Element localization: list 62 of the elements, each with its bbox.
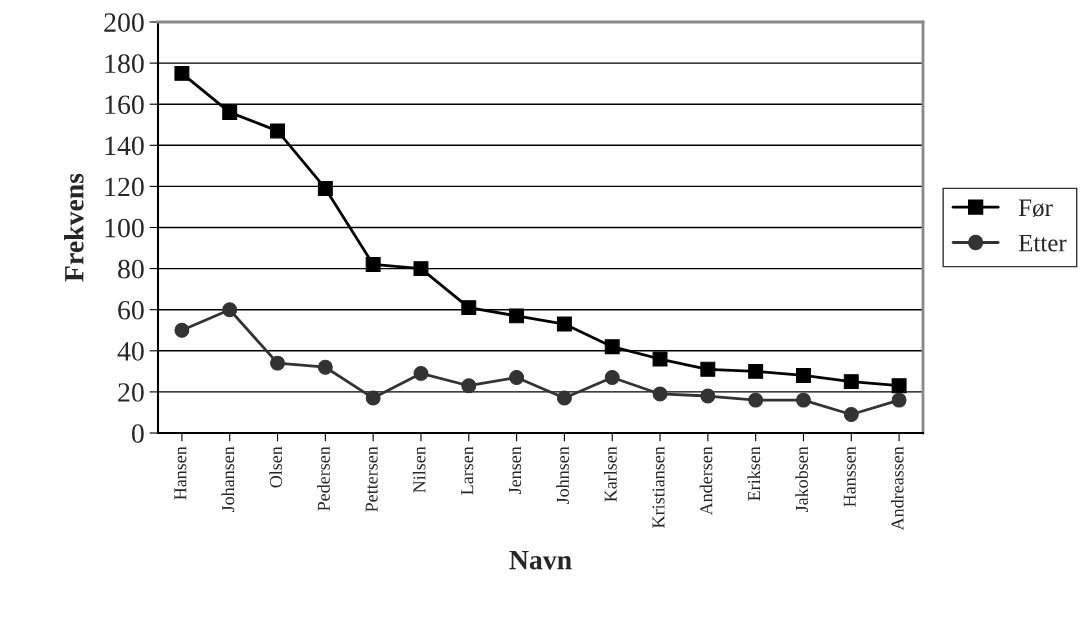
y-axis-title: Frekvens [64,173,84,282]
point [604,339,620,355]
point [365,390,381,406]
y-tick-label: 140 [105,136,144,156]
point [843,374,859,390]
y-tick-label: 100 [105,218,144,238]
point [461,300,477,316]
y-tick-label: 180 [105,54,144,74]
x-tick-label: Hanssen [843,446,856,507]
point [843,407,859,422]
x-tick-label: Nilsen [412,446,426,493]
point [604,370,620,385]
point [317,359,333,375]
point [556,390,572,406]
point [461,378,477,394]
x-tick-label: Andersen [699,446,713,516]
x-tick-label: Jakobsen [795,446,808,513]
y-tick-label: 120 [105,177,144,197]
x-tick-label: Jensen [509,446,522,494]
point [748,392,764,408]
y-tick-label: 0 [131,424,144,443]
point [748,363,764,379]
y-tick-label: 80 [118,259,144,279]
point [174,322,190,338]
x-tick-label: Johansen [221,446,235,513]
y-tick-label: 60 [118,300,144,320]
y-tick-label: 40 [117,341,144,361]
x-tick-label: Larsen [461,446,474,495]
x-tick-label: Andreassen [890,446,904,531]
y-tick-label: 200 [104,13,144,32]
point [556,316,572,332]
point [652,386,668,402]
point [270,355,285,371]
x-tick-label: Pettersen [365,446,378,512]
point [891,392,907,408]
x-tick-label: Johnsen [556,446,569,504]
point [509,308,525,324]
point [222,104,238,120]
x-axis-title: Navn [509,550,572,570]
x-tick-label: Eriksen [747,446,761,501]
point [509,370,525,385]
legend-label: Før [1018,199,1053,217]
x-tick-label: Olsen [269,446,283,488]
x-tick-label: Karlsen [604,446,617,502]
point [317,180,333,196]
point [413,365,429,381]
point [700,388,716,404]
point [365,257,381,272]
point [796,392,811,408]
x-tick-label: Hansen [174,446,187,500]
point [796,368,811,383]
x-tick-label: Kristiansen [652,446,665,528]
point [174,65,190,81]
point [270,123,285,139]
point [700,361,716,377]
y-tick-label: 160 [105,95,144,115]
y-tick-label: 20 [118,383,144,402]
point [413,261,429,277]
point [891,378,907,394]
legend-label: Etter [1018,234,1067,252]
x-tick-label: Pedersen [317,446,330,511]
point [222,302,238,318]
